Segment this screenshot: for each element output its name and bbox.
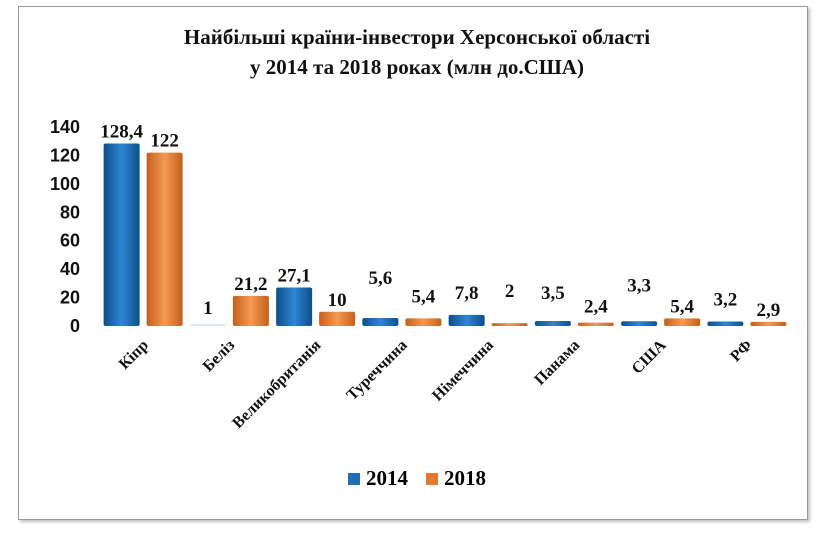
- bar-2014-5: [534, 321, 571, 326]
- y-tick-label: 80: [60, 202, 80, 222]
- y-axis-ticks: 0 20 40 60 80 100 120 140: [50, 117, 80, 336]
- data-label-2014-6: 3,3: [627, 275, 651, 296]
- data-labels: 128,4 122 1 21,2 27,1 10 5,6 5,4 7,8 2 3,5 2,4 3,3 5,…: [100, 121, 780, 320]
- data-label-2014-7: 3,2: [714, 289, 738, 310]
- legend-item-2018: 2018: [426, 466, 486, 491]
- y-tick-label: 0: [70, 316, 80, 336]
- bar-2014-4: [448, 314, 485, 326]
- bar-2018-0: [146, 152, 183, 326]
- data-label-2018-3: 5,4: [412, 286, 436, 307]
- bar-2014-0: [103, 143, 140, 326]
- y-tick-label: 60: [60, 231, 80, 251]
- category-label-4: Німеччина: [429, 337, 497, 405]
- data-label-2014-0: 128,4: [100, 121, 143, 142]
- category-label-5: Панама: [531, 337, 583, 389]
- chart-title-line-1: Найбільші країни-інвестори Херсонської о…: [183, 25, 651, 49]
- bar-2018-3: [405, 318, 442, 326]
- y-tick-label: 100: [50, 174, 80, 194]
- data-label-2014-5: 3,5: [541, 283, 565, 304]
- legend-label-2018: 2018: [444, 466, 486, 490]
- bar-2014-1: [189, 324, 226, 326]
- data-label-2018-0: 122: [150, 131, 179, 152]
- bar-2018-1: [232, 295, 269, 326]
- bar-2018-7: [750, 321, 787, 326]
- chart-title-line-2: у 2014 та 2018 роках (млн до.США): [250, 55, 584, 79]
- legend-swatch-2014: [348, 472, 360, 485]
- data-label-2018-4: 2: [505, 281, 515, 302]
- category-label-3: Туреччина: [344, 337, 411, 404]
- category-label-0: Кіпр: [116, 337, 152, 373]
- legend-swatch-2018: [426, 472, 438, 485]
- category-label-6: США: [629, 336, 670, 377]
- data-label-2014-1: 1: [203, 298, 213, 319]
- data-label-2018-6: 5,4: [670, 296, 694, 317]
- bar-2018-6: [664, 318, 701, 326]
- category-label-7: РФ: [727, 337, 756, 366]
- chart-title: Найбільші країни-інвестори Херсонської о…: [0, 22, 834, 82]
- bar-2018-2: [319, 311, 356, 326]
- bar-2014-3: [362, 318, 399, 326]
- category-label-2: Великобританія: [229, 337, 324, 432]
- bar-2018-5: [577, 322, 614, 326]
- category-label-1: Беліз: [200, 336, 239, 375]
- y-tick-label: 140: [50, 117, 80, 137]
- data-label-2018-7: 2,9: [757, 300, 781, 321]
- bars: [103, 143, 787, 326]
- y-tick-label: 40: [60, 259, 80, 279]
- bar-2018-4: [491, 323, 528, 326]
- bar-2014-7: [707, 321, 744, 326]
- data-label-2018-5: 2,4: [584, 297, 608, 318]
- data-label-2018-2: 10: [328, 290, 347, 311]
- legend: 2014 2018: [0, 466, 834, 491]
- data-label-2014-3: 5,6: [369, 268, 393, 289]
- y-tick-label: 120: [50, 145, 80, 165]
- bar-2014-2: [276, 287, 313, 326]
- bar-2014-6: [621, 321, 658, 326]
- legend-item-2014: 2014: [348, 466, 408, 491]
- data-label-2014-4: 7,8: [455, 283, 479, 304]
- legend-label-2014: 2014: [366, 466, 408, 490]
- data-label-2014-2: 27,1: [278, 265, 311, 286]
- data-label-2018-1: 21,2: [234, 274, 267, 295]
- y-tick-label: 20: [60, 288, 80, 308]
